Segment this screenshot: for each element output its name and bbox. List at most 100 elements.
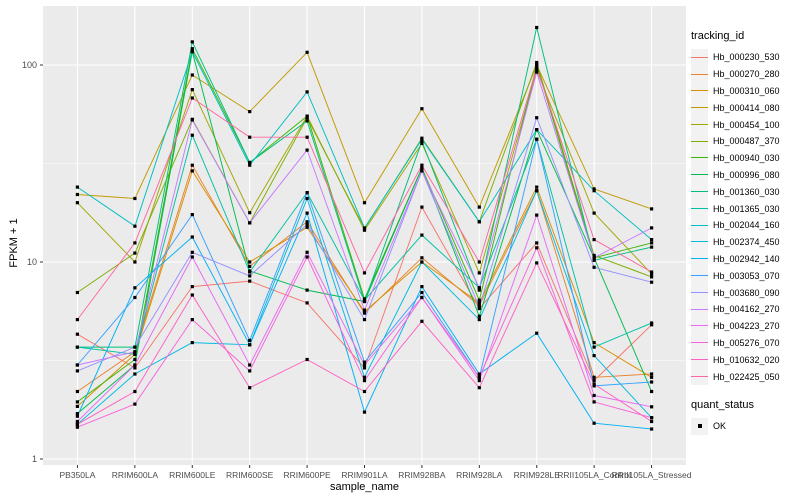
- data-point: [477, 386, 481, 390]
- data-point: [305, 250, 309, 254]
- legend-item-ok: OK: [691, 417, 799, 435]
- legend-key-swatch: [691, 166, 708, 184]
- legend-key-swatch: [691, 216, 708, 234]
- data-point: [305, 288, 309, 292]
- data-point: [592, 421, 596, 425]
- data-point: [190, 40, 194, 44]
- data-point: [362, 375, 367, 379]
- legend-key-line-icon: [691, 56, 708, 58]
- data-point: [190, 50, 194, 54]
- legend-label: Hb_002374_450: [713, 237, 780, 248]
- legend-key-swatch: [691, 267, 708, 285]
- data-point: [133, 251, 137, 255]
- legend-key-line-icon: [691, 275, 708, 277]
- data-point: [248, 160, 252, 165]
- legend-gap: [691, 385, 799, 399]
- legend-key-line-icon: [691, 342, 708, 344]
- legend-key-line-icon: [691, 241, 708, 243]
- data-point: [477, 305, 481, 309]
- legend-key-line-icon: [691, 359, 708, 361]
- data-point: [305, 191, 309, 195]
- data-point: [592, 382, 596, 386]
- data-point: [650, 207, 654, 211]
- legend-key-swatch: [691, 82, 708, 100]
- data-point: [75, 345, 79, 349]
- legend-key-line-icon: [691, 157, 708, 159]
- data-point: [650, 419, 654, 424]
- data-point: [362, 410, 367, 414]
- ok-marker-swatch: [691, 417, 708, 435]
- legend-label: Hb_001360_030: [713, 186, 780, 197]
- x-tick-label: RRIM600LA: [112, 470, 159, 480]
- legend-color-items: Hb_000230_530 Hb_000270_280 Hb_000310_060 H…: [691, 48, 799, 386]
- legend-label: Hb_000996_080: [713, 169, 780, 180]
- data-point: [592, 393, 596, 398]
- legend: tracking_id Hb_000230_530 Hb_000270_280 Hb…: [691, 30, 799, 435]
- legend-item: Hb_000270_280: [691, 65, 799, 83]
- legend-item: Hb_000940_030: [691, 149, 799, 167]
- data-point: [248, 343, 252, 347]
- data-point: [420, 166, 424, 170]
- legend-label: Hb_022425_050: [713, 371, 780, 382]
- data-point: [420, 139, 424, 143]
- legend-key-line-icon: [691, 207, 708, 209]
- data-point: [190, 250, 194, 254]
- x-tick-label: RRIM600PE: [283, 470, 331, 480]
- data-point: [133, 196, 137, 201]
- data-point: [133, 352, 137, 356]
- data-point: [477, 260, 481, 264]
- data-point: [133, 402, 137, 406]
- data-point: [305, 135, 309, 139]
- data-point: [535, 137, 539, 141]
- data-point: [592, 354, 596, 358]
- data-point: [535, 68, 539, 72]
- data-point: [420, 205, 424, 209]
- data-point: [362, 379, 367, 383]
- legend-key-line-icon: [691, 325, 708, 327]
- x-tick-label: RRIM600LE: [169, 470, 216, 480]
- data-point: [305, 196, 309, 201]
- legend-label: Hb_004223_270: [713, 321, 780, 332]
- legend-label: Hb_000414_080: [713, 102, 780, 113]
- data-point: [248, 211, 252, 215]
- data-point: [75, 363, 79, 367]
- data-point: [248, 135, 252, 139]
- data-point: [362, 318, 367, 322]
- data-point: [362, 271, 367, 275]
- data-point: [362, 226, 367, 230]
- data-point: [75, 290, 79, 295]
- data-point: [420, 233, 424, 237]
- data-point: [248, 110, 252, 114]
- data-point: [477, 379, 481, 383]
- legend-label: Hb_004162_270: [713, 304, 780, 315]
- y-tick-label: 100: [22, 60, 37, 70]
- x-tick-label: RRIM928LE: [514, 470, 561, 480]
- legend-item: Hb_003680_090: [691, 284, 799, 302]
- data-point: [650, 245, 654, 249]
- data-point: [535, 331, 539, 335]
- legend-key-line-icon: [691, 73, 708, 75]
- data-point: [305, 222, 309, 227]
- data-point: [75, 425, 79, 429]
- data-point: [420, 169, 424, 173]
- legend-item: Hb_000454_100: [691, 116, 799, 134]
- data-point: [75, 369, 79, 373]
- data-point: [535, 116, 539, 120]
- data-point: [190, 285, 194, 289]
- legend-key-line-icon: [691, 123, 708, 125]
- legend-label: Hb_003680_090: [713, 287, 780, 298]
- data-point: [133, 286, 137, 290]
- data-point: [305, 50, 309, 54]
- data-point: [650, 375, 654, 379]
- data-point: [535, 60, 539, 65]
- data-point: [477, 298, 481, 302]
- data-point: [248, 270, 252, 274]
- data-point: [305, 211, 309, 215]
- legend-key-line-icon: [691, 191, 708, 193]
- legend-label: Hb_003053_070: [713, 270, 780, 281]
- data-point: [362, 298, 367, 302]
- legend-label: Hb_005276_070: [713, 337, 780, 348]
- legend-title-tracking-id: tracking_id: [691, 30, 745, 42]
- data-point: [190, 118, 194, 122]
